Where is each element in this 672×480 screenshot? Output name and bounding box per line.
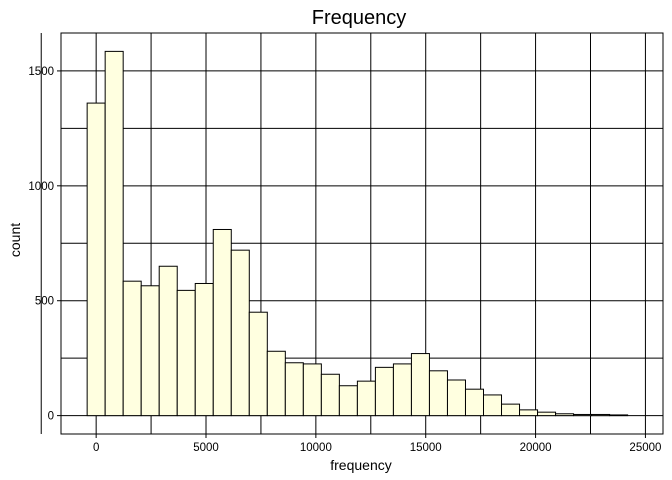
histogram-bar-17 xyxy=(392,363,412,417)
histogram-bar-2 xyxy=(122,280,142,417)
histogram-bar-20 xyxy=(446,379,466,417)
histogram-bar-6 xyxy=(194,282,214,417)
ticks-layer: 0 5000 10000 15000 20000 25000 0 500 1000 1500 xyxy=(28,66,661,454)
y-tick-label-1: 500 xyxy=(35,296,54,308)
x-tick-label-5: 25000 xyxy=(629,442,661,454)
y-tick-label-0: 0 xyxy=(48,411,54,423)
histogram-bar-1 xyxy=(104,50,124,417)
y-tick-label-2: 1000 xyxy=(28,181,54,193)
histogram-bar-15 xyxy=(356,380,376,417)
histogram-bar-4 xyxy=(158,265,178,417)
histogram-bar-29 xyxy=(609,414,629,417)
histogram-bar-22 xyxy=(482,394,503,417)
grid-layer xyxy=(40,33,663,434)
x-tick-label-4: 20000 xyxy=(520,442,552,454)
histogram-bar-16 xyxy=(374,366,394,417)
histogram-bar-12 xyxy=(302,363,322,417)
histogram-bar-10 xyxy=(266,350,286,417)
y-axis-label: count xyxy=(7,223,23,257)
histogram-bar-11 xyxy=(284,362,304,417)
histogram-bar-25 xyxy=(537,411,557,417)
x-tick-label-0: 0 xyxy=(93,442,99,454)
histogram-bar-3 xyxy=(140,285,160,417)
y-tick-label-3: 1500 xyxy=(28,66,54,78)
histogram-bar-7 xyxy=(212,228,232,417)
panel-border xyxy=(60,32,664,435)
histogram-bar-18 xyxy=(410,353,430,417)
x-tick-label-2: 10000 xyxy=(300,442,332,454)
chart-title: Frequency xyxy=(312,7,407,29)
bars-layer xyxy=(86,50,629,417)
x-tick-label-3: 15000 xyxy=(410,442,442,454)
histogram-bar-28 xyxy=(591,413,611,417)
x-tick-label-1: 5000 xyxy=(193,442,219,454)
histogram-bar-19 xyxy=(428,370,448,417)
histogram-bar-24 xyxy=(519,409,539,417)
histogram-bar-14 xyxy=(338,385,358,417)
histogram-bar-26 xyxy=(555,413,575,417)
histogram-bar-9 xyxy=(248,311,268,417)
histogram-bar-21 xyxy=(464,388,484,417)
histogram-bar-0 xyxy=(86,102,106,417)
histogram-bar-13 xyxy=(320,373,340,417)
histogram-bar-23 xyxy=(501,403,521,417)
x-axis-label: frequency xyxy=(330,457,391,473)
histogram-bar-27 xyxy=(573,413,593,417)
histogram-bar-5 xyxy=(176,289,196,417)
histogram-bar-8 xyxy=(230,249,250,417)
